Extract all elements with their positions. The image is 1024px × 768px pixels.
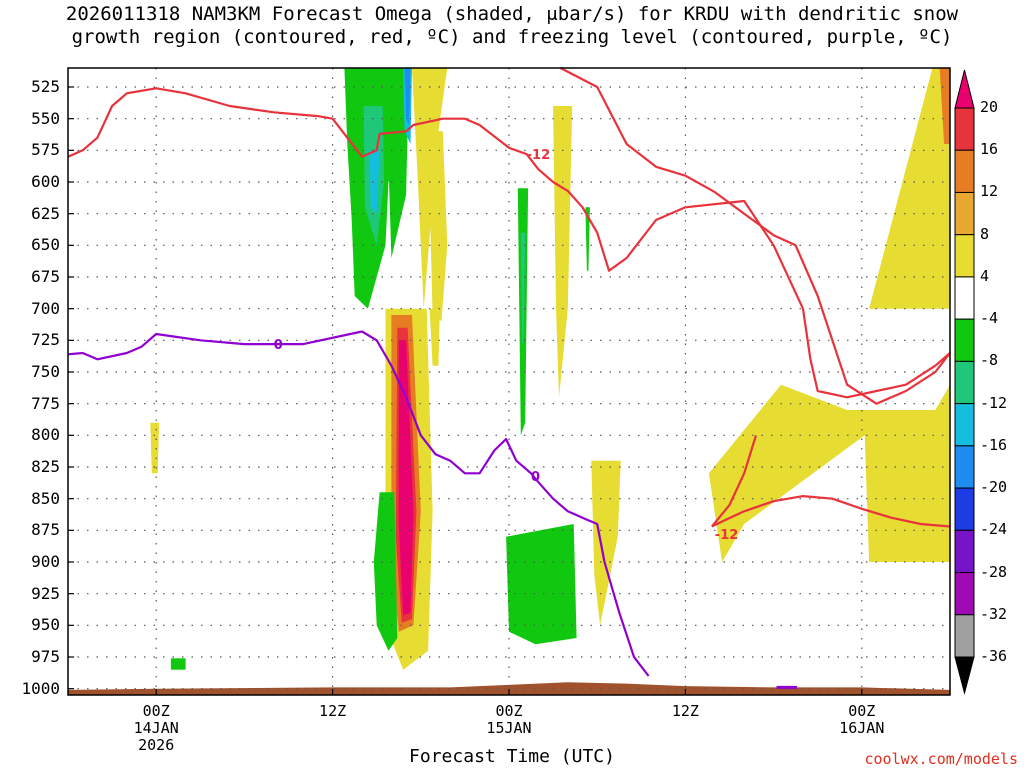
y-tick-label-775: 775 <box>31 393 60 413</box>
colorbar-bin-16 <box>954 107 975 151</box>
colorbar-label-8: 8 <box>980 224 990 243</box>
y-tick-label-675: 675 <box>31 267 60 286</box>
y-tick-label-850: 850 <box>31 488 60 508</box>
colorbar <box>954 69 975 695</box>
y-tick-label-625: 625 <box>31 203 60 223</box>
y-tick-label-825: 825 <box>31 457 60 476</box>
colorbar-label--4: -4 <box>980 309 999 328</box>
axis-ticks <box>68 86 863 695</box>
x-tick-label-0: 00Z 14JAN 2026 <box>116 703 196 754</box>
x-tick-label-line: 12Z <box>319 702 347 720</box>
colorbar-bin--16 <box>954 403 975 447</box>
dgz-contour-line-2 <box>711 495 951 528</box>
y-tick-label-875: 875 <box>31 520 60 540</box>
x-tick-label-12: 12Z <box>293 703 373 720</box>
y-tick-label-600: 600 <box>31 172 60 191</box>
colorbar-bottom-triangle <box>954 656 975 695</box>
colorbar-bin-12 <box>954 149 975 193</box>
omega-region-yellow-right-strip <box>553 106 573 398</box>
colorbar-label--32: -32 <box>980 604 1008 623</box>
omega-region-teal-thin-column <box>520 232 526 347</box>
omega-region-yellow-upper-drip <box>429 308 440 366</box>
omega-region-pink-lower-core <box>398 340 414 616</box>
ground-surface <box>68 682 950 695</box>
y-tick-label-725: 725 <box>31 330 60 350</box>
freezing-level-label-right: 0 <box>531 470 540 485</box>
x-tick-label-line: 15JAN <box>486 719 532 737</box>
colorbar-label-16: 16 <box>980 140 999 159</box>
y-tick-label-975: 975 <box>31 647 60 666</box>
x-tick-label-line: 2026 <box>138 736 175 754</box>
colorbar-label-20: 20 <box>980 98 999 116</box>
omega-region-yellow-top-right <box>869 68 950 309</box>
x-axis-title: Forecast Time (UTC) <box>409 746 615 767</box>
x-tick-label-line: 14JAN <box>133 719 179 737</box>
colorbar-bin-8 <box>954 191 975 236</box>
y-tick-label-1000: 1000 <box>21 678 60 698</box>
ground-layer <box>68 682 950 695</box>
x-tick-label-line: 16JAN <box>839 719 885 737</box>
colorbar-bin--8 <box>954 318 975 362</box>
omega-region-cyan-wedge-upper <box>369 150 380 214</box>
chart-title-line-2: growth region (contoured, red, ºC) and f… <box>71 26 953 48</box>
omega-region-green-small-mid <box>585 207 590 271</box>
colorbar-bin--24 <box>954 487 975 531</box>
x-tick-label-36: 12Z <box>645 703 725 720</box>
colorbar-label-4: 4 <box>980 266 990 285</box>
colorbar-label-12: 12 <box>980 182 999 201</box>
y-tick-label-575: 575 <box>31 140 60 160</box>
x-tick-label-48: 00Z 16JAN <box>822 703 902 737</box>
credit-text: coolwx.com/models <box>864 750 1018 768</box>
y-tick-label-925: 925 <box>31 583 60 603</box>
colorbar-bin--12 <box>954 360 975 405</box>
y-tick-label-950: 950 <box>31 615 60 635</box>
colorbar-bin--20 <box>954 445 975 489</box>
omega-region-green-small-low <box>170 658 186 670</box>
colorbar-bin--28 <box>954 529 975 574</box>
x-tick-label-line: 12Z <box>671 702 699 720</box>
colorbar-label--28: -28 <box>980 562 1008 581</box>
chart-title-line-1: 2026011318 NAM3KM Forecast Omega (shaded… <box>65 3 959 25</box>
omega-region-yellow-upper-band-2 <box>428 131 448 322</box>
colorbar-label--36: -36 <box>980 647 1008 665</box>
y-tick-label-550: 550 <box>31 108 60 128</box>
colorbar-label--16: -16 <box>980 435 1008 454</box>
y-tick-label-525: 525 <box>31 77 60 96</box>
colorbar-bin--36 <box>954 614 975 658</box>
gridlines <box>68 68 950 695</box>
freezing-level-line <box>67 330 650 677</box>
y-tick-label-900: 900 <box>31 552 60 571</box>
colorbar-label--20: -20 <box>980 478 1008 497</box>
omega-region-green-upper-right <box>385 68 409 258</box>
colorbar-bin-4 <box>954 234 975 278</box>
x-tick-label-line: 00Z <box>495 702 523 720</box>
freezing-level-label-left: 0 <box>274 338 283 353</box>
x-tick-label-24: 00Z 15JAN <box>469 703 549 737</box>
omega-region-blue-upper-core <box>404 68 411 125</box>
dgz-label-upper: -12 <box>527 148 551 163</box>
omega-shaded-regions <box>150 68 950 670</box>
dgz-contour-line-3 <box>711 434 758 528</box>
colorbar-bin--32 <box>954 572 975 616</box>
x-tick-label-line: 00Z <box>142 702 170 720</box>
colorbar-label--24: -24 <box>980 520 1008 539</box>
omega-region-yellow-lower-right <box>591 460 621 626</box>
y-tick-label-700: 700 <box>31 298 60 318</box>
dgz-contour-line-1 <box>559 67 951 405</box>
omega-region-green-lower-mid <box>506 524 577 645</box>
omega-region-green-lower-left <box>373 492 398 651</box>
colorbar-bin--4 <box>954 276 975 320</box>
omega-region-yellow-left-speck <box>150 422 160 474</box>
y-tick-label-800: 800 <box>31 425 60 445</box>
y-tick-label-750: 750 <box>31 362 60 381</box>
colorbar-label--12: -12 <box>980 393 1008 412</box>
colorbar-top-triangle <box>954 69 975 109</box>
contour-lines: -12 -12 0 0 <box>67 67 951 689</box>
x-tick-label-line: 00Z <box>848 702 876 720</box>
y-tick-label-650: 650 <box>31 235 60 255</box>
dgz-contour-line-0 <box>67 87 951 399</box>
colorbar-label--8: -8 <box>980 351 999 370</box>
dgz-label-lower: -12 <box>715 528 739 543</box>
